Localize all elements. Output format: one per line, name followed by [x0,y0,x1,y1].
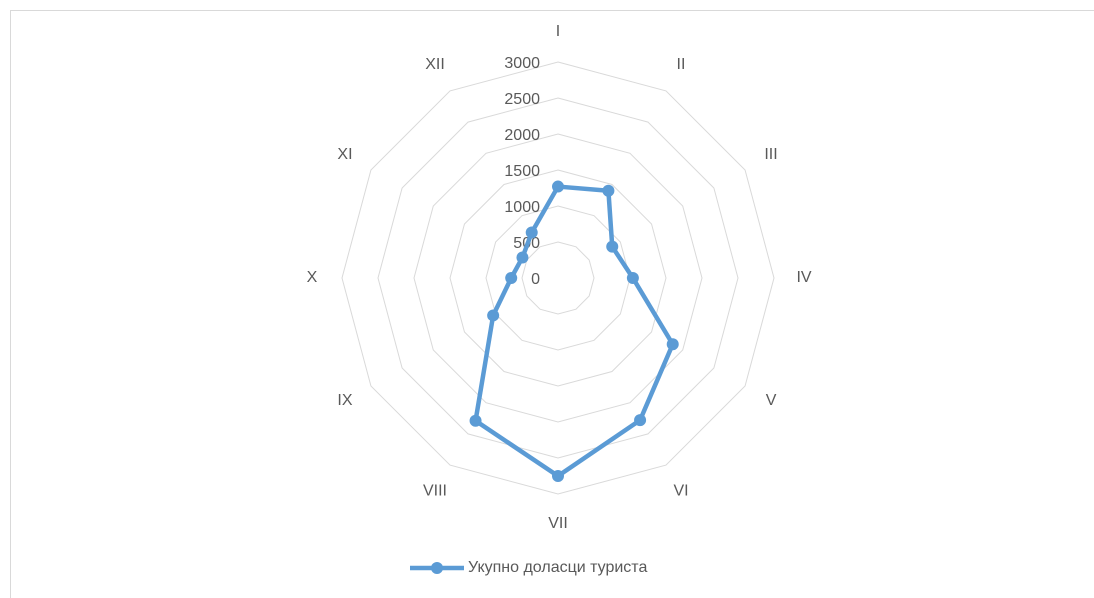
axis-label: VI [673,482,688,499]
axis-label: IV [796,269,811,286]
data-point [626,272,639,284]
axis-label: V [766,392,777,409]
data-point [516,251,529,264]
data-point [487,309,500,322]
axis-label: I [556,23,560,40]
data-point [552,470,564,482]
legend-label: Укупно доласци туриста [468,559,647,576]
data-point [552,180,564,193]
axis-label: VIII [423,482,447,499]
legend-marker [431,562,443,574]
axis-label: III [764,146,777,163]
data-point [505,272,518,284]
series-line [473,184,675,479]
axis-label: XI [337,146,352,163]
data-point [525,226,538,239]
axis-label: IX [337,392,352,409]
grid-ring [485,205,631,351]
data-point [602,184,615,197]
chart-border [10,10,1094,598]
data-point [606,240,619,253]
grid-ring [449,169,667,387]
axis-label: VII [548,515,568,532]
data-point [634,414,647,427]
axis-label: XII [425,56,445,73]
y-tick-label: 3000 [504,55,540,72]
y-tick-label: 1000 [504,199,540,216]
y-tick-label: 2000 [504,127,540,144]
data-point [666,338,679,351]
grid-ring [377,97,739,459]
axis-label: II [677,56,686,73]
grid-ring [413,133,703,423]
axis-label: X [307,269,318,286]
grid-ring [341,61,775,495]
y-tick-label: 2500 [504,91,540,108]
y-tick-label: 0 [531,271,540,288]
data-point [469,414,482,427]
y-tick-label: 1500 [504,163,540,180]
